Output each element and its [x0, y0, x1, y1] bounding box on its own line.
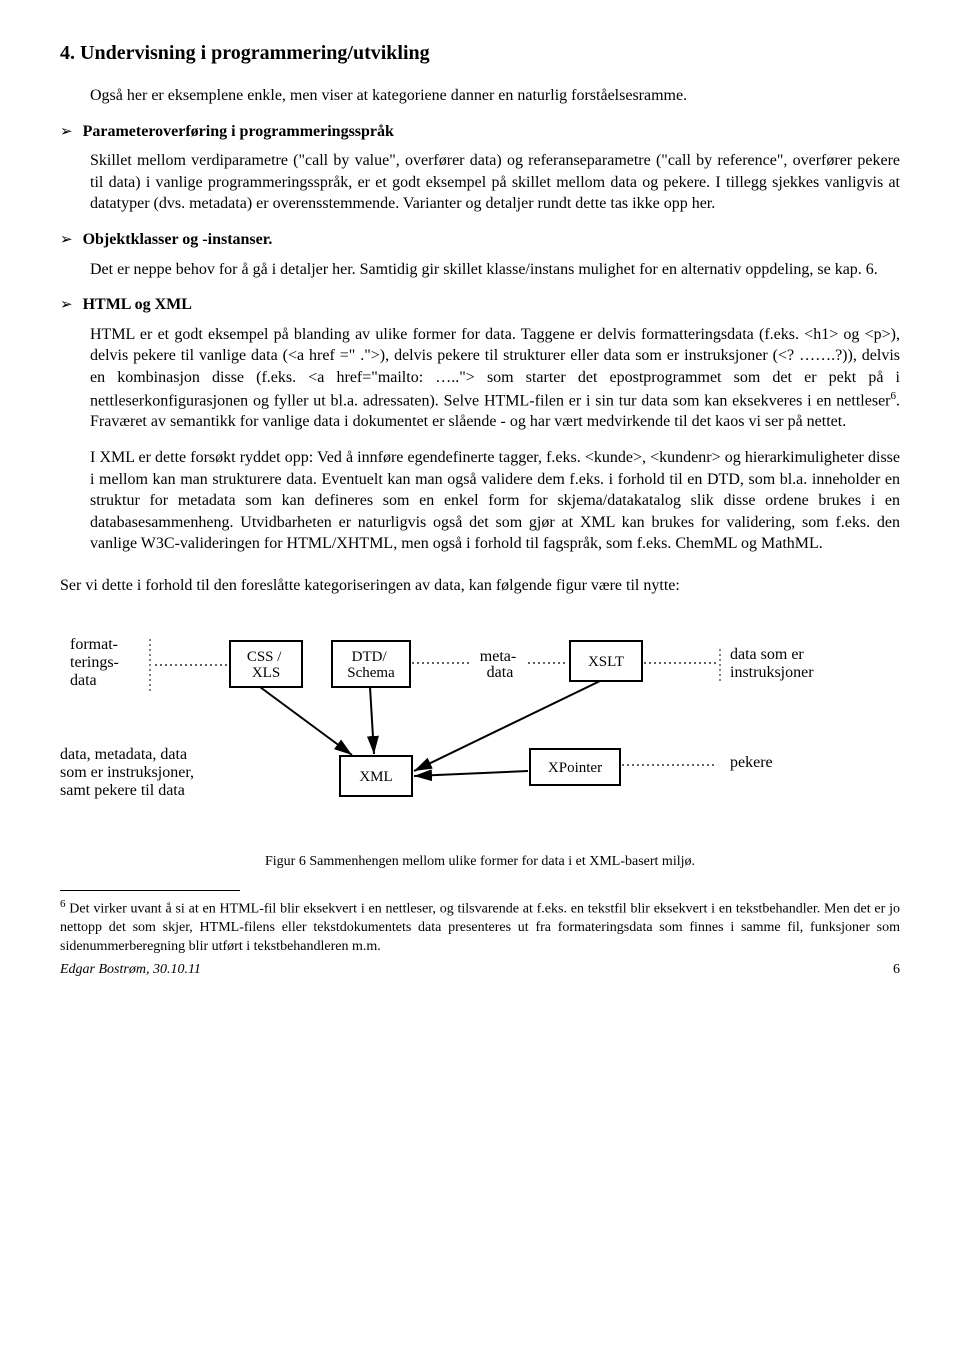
diagram-label-instructions: data som er instruksjoner — [730, 646, 814, 681]
bullet-body-p3: Ser vi dette i forhold til den foreslått… — [60, 575, 900, 597]
bullet-body-p2: I XML er dette forsøkt ryddet opp: Ved å… — [90, 447, 900, 555]
bullet-title: HTML og XML — [83, 294, 192, 316]
bullet-item-1: ➢ Parameteroverføring i programmeringssp… — [60, 121, 900, 215]
bullet-body-p1: HTML er et godt eksempel på blanding av … — [90, 324, 900, 433]
svg-text:DTD/ Schema: DTD/ Schema — [347, 649, 395, 681]
section-heading: 4. Undervisning i programmering/utviklin… — [60, 40, 900, 67]
bullet-body: Skillet mellom verdiparametre ("call by … — [90, 150, 900, 215]
page-footer: Edgar Bostrøm, 30.10.11 6 — [60, 961, 900, 980]
bullet-title: Objektklasser og -instanser. — [83, 229, 273, 251]
diagram-label-data-left: data, metadata, data som er instruksjone… — [60, 746, 198, 799]
bullet-icon: ➢ — [60, 295, 73, 315]
intro-paragraph: Også her er eksemplene enkle, men viser … — [60, 85, 900, 107]
xml-diagram: format- terings- data CSS / XLS DTD/ Sch… — [60, 621, 900, 841]
bullet-icon: ➢ — [60, 122, 73, 142]
diagram-label-formatting: format- terings- data — [70, 636, 123, 689]
bullet-item-3: ➢ HTML og XML HTML er et godt eksempel p… — [60, 294, 900, 596]
figure-caption: Figur 6 Sammenhengen mellom ulike former… — [60, 853, 900, 872]
footnote-text: 6 Det virker uvant å si at en HTML-fil b… — [60, 897, 900, 957]
footer-author-date: Edgar Bostrøm, 30.10.11 — [60, 961, 201, 980]
svg-text:CSS / XLS: CSS / XLS — [247, 649, 285, 681]
diagram-label-pointers: pekere — [730, 754, 773, 771]
footnote-separator — [60, 890, 240, 891]
bullet-item-2: ➢ Objektklasser og -instanser. Det er ne… — [60, 229, 900, 280]
svg-text:XSLT: XSLT — [588, 654, 624, 670]
bullet-icon: ➢ — [60, 230, 73, 250]
footer-page-number: 6 — [893, 961, 900, 980]
svg-text:XML: XML — [359, 769, 392, 785]
diagram-label-metadata: meta- data — [480, 648, 520, 681]
bullet-title: Parameteroverføring i programmeringssprå… — [83, 121, 394, 143]
bullet-body: Det er neppe behov for å gå i detaljer h… — [90, 259, 900, 281]
svg-text:XPointer: XPointer — [548, 760, 602, 776]
